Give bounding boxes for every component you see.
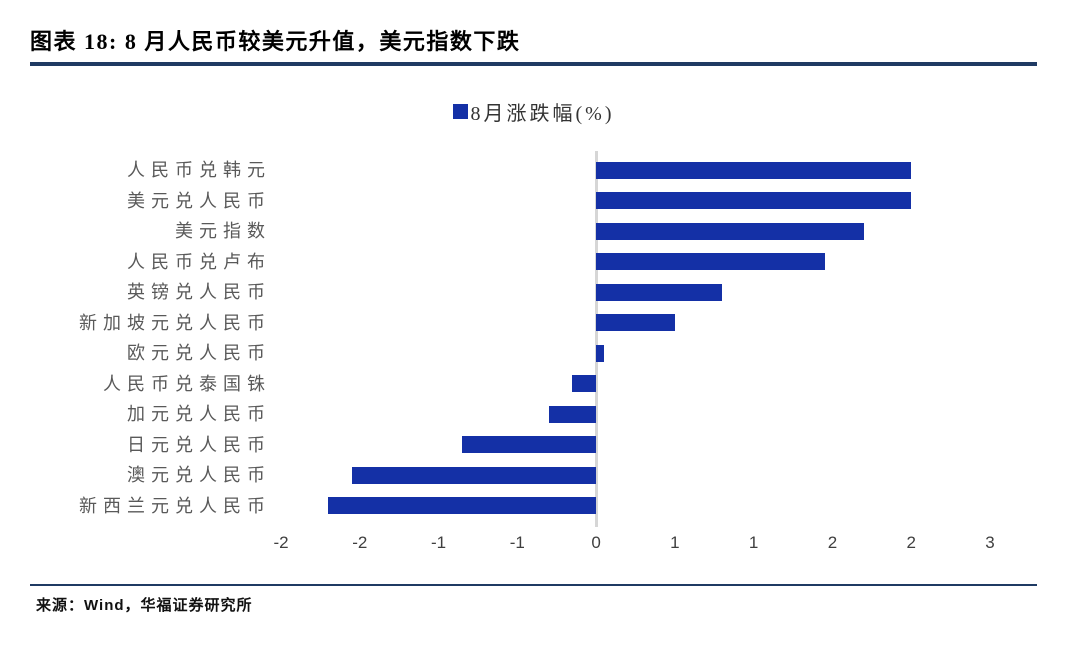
footer-divider — [30, 584, 1037, 586]
x-tick-label: -2 — [273, 533, 289, 552]
x-tick-label: 3 — [985, 533, 995, 552]
x-tick-label: 2 — [906, 533, 916, 552]
legend-swatch-icon — [452, 104, 468, 119]
data-bar — [548, 405, 597, 423]
data-bar — [596, 222, 864, 240]
data-bar — [596, 253, 825, 270]
category-label: 人民币兑泰国铢 — [103, 373, 271, 394]
zero-axis-line — [594, 151, 598, 527]
category-label: 美元指数 — [175, 221, 271, 241]
data-bar — [596, 344, 604, 362]
category-label: 人民币兑韩元 — [127, 160, 271, 180]
bar-row — [281, 277, 990, 308]
category-label: 新西兰元兑人民币 — [79, 495, 271, 516]
x-tick-label: -2 — [352, 533, 368, 552]
category-label: 人民币兑卢布 — [127, 251, 271, 272]
bar-row — [281, 369, 990, 400]
data-bar — [351, 466, 597, 484]
bar-row — [281, 491, 990, 522]
x-tick-label: 0 — [591, 533, 601, 552]
category-label: 日元兑人民币 — [127, 434, 271, 455]
figure-title: 图表 18: 8 月人民币较美元升值，美元指数下跌 — [30, 29, 521, 54]
x-tick-label: -1 — [509, 533, 525, 552]
x-tick-label: 1 — [748, 533, 759, 552]
chart-legend: 8月涨跌幅(%) — [0, 97, 1067, 126]
category-label: 英镑兑人民币 — [127, 282, 271, 302]
x-tick-label: 2 — [827, 533, 838, 552]
data-bar — [596, 283, 723, 301]
x-axis-tick-labels: -2 -2 -1 -1 0 1 1 2 2 3 — [273, 533, 994, 557]
y-axis-category-labels: 人民币兑韩元 美元兑人民币 美元指数 人民币兑卢布 英镑兑人民币 新加坡元兑人民币 欧元兑人… — [0, 155, 265, 521]
data-bar — [596, 314, 675, 331]
bar-row — [281, 186, 990, 217]
data-bar — [572, 375, 597, 392]
data-bar — [596, 161, 912, 179]
bar-row — [281, 430, 990, 461]
bar-row — [281, 399, 990, 430]
legend-label: 8月涨跌幅(%) — [470, 103, 615, 125]
data-bar — [596, 192, 912, 209]
category-label: 美元兑人民币 — [127, 190, 271, 211]
category-label: 澳元兑人民币 — [127, 465, 271, 485]
category-label: 新加坡元兑人民币 — [79, 312, 271, 333]
bar-row — [281, 247, 990, 278]
bar-row — [281, 460, 990, 491]
bar-row — [281, 155, 990, 186]
title-divider — [30, 62, 1037, 66]
bar-row — [281, 308, 990, 339]
x-tick-label: -1 — [430, 533, 447, 552]
category-label: 欧元兑人民币 — [127, 343, 271, 363]
bar-chart-plot-area — [281, 151, 990, 527]
source-note: 来源：Wind，华福证券研究所 — [36, 597, 253, 614]
bar-row — [281, 338, 990, 369]
data-bar — [462, 436, 597, 453]
data-bar — [328, 497, 597, 514]
x-tick-label: 1 — [670, 533, 680, 552]
bar-row — [281, 216, 990, 247]
category-label: 加元兑人民币 — [127, 404, 271, 424]
